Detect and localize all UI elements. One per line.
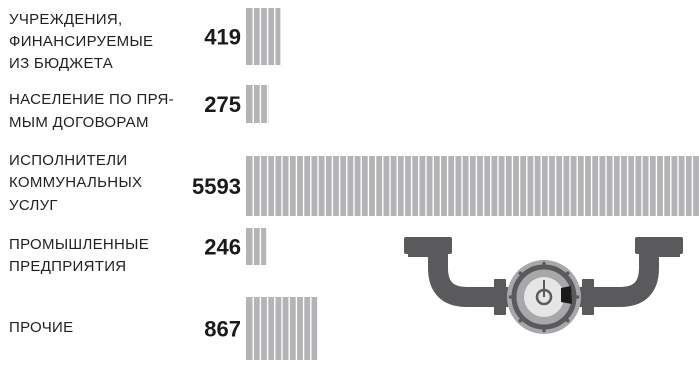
value-labels: 419 275 5593 246 867 — [192, 25, 241, 342]
bar — [246, 228, 267, 265]
category-label: ПРОМЫШЛЕННЫЕ — [9, 236, 149, 253]
bar-rect — [246, 85, 269, 123]
bar — [246, 297, 318, 360]
gauge-bolt — [518, 271, 523, 276]
bar — [246, 85, 269, 123]
gauge-inner-ring — [511, 264, 577, 330]
category-label: МЫМ ДОГОВОРАМ — [9, 114, 149, 131]
bar — [246, 8, 281, 65]
category-label: ИСПОЛНИТЕЛИ — [9, 152, 127, 169]
gauge-bolt — [542, 328, 546, 333]
gauge-bolt — [508, 295, 513, 299]
value-label: 275 — [204, 92, 241, 117]
value-label: 5593 — [192, 174, 241, 199]
category-label: ПРЕДПРИЯТИЯ — [9, 258, 126, 275]
gauge-bolt — [565, 271, 570, 276]
gauge-bolt — [542, 261, 546, 266]
value-label: 867 — [204, 317, 241, 342]
value-label: 246 — [204, 235, 241, 260]
category-label: ФИНАНСИРУЕМЫЕ — [9, 33, 153, 50]
bars — [246, 8, 699, 360]
pipe-flange-right — [582, 279, 594, 315]
category-labels: УЧРЕЖДЕНИЯ, ФИНАНСИРУЕМЫЕ ИЗ БЮДЖЕТА НАСЕЛЕ… — [9, 11, 174, 336]
pipe-cap-right — [635, 237, 683, 254]
category-label: ИЗ БЮДЖЕТА — [9, 55, 113, 72]
gauge-bolt — [575, 295, 580, 299]
pipe-cap-left — [404, 237, 452, 254]
pipe-flange-left — [494, 279, 506, 315]
gauge-bolt — [565, 318, 570, 323]
category-label: ПРОЧИЕ — [9, 319, 73, 336]
gauge-dark-segment — [561, 286, 572, 304]
gauge-bolt — [518, 318, 523, 323]
gauge-bolts — [508, 261, 580, 333]
category-label: КОММУНАЛЬНЫХ — [9, 174, 142, 191]
bar-rect — [246, 156, 699, 216]
category-label: НАСЕЛЕНИЕ ПО ПРЯ- — [9, 91, 174, 108]
category-label: УЧРЕЖДЕНИЯ, — [9, 11, 122, 28]
bar — [246, 156, 699, 216]
pipe-with-gauge-icon — [404, 237, 683, 334]
category-label: УСЛУГ — [9, 197, 58, 214]
value-label: 419 — [204, 25, 241, 50]
bar-rect — [246, 228, 267, 265]
